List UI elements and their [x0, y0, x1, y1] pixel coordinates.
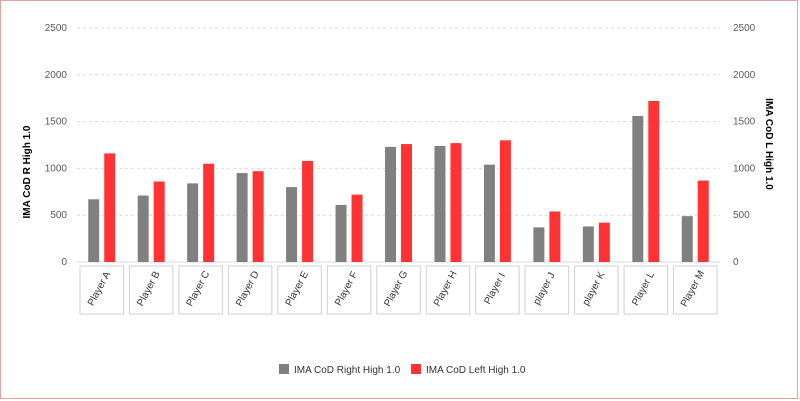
bar-left-high [104, 153, 116, 262]
bar-right-high [533, 227, 545, 262]
y-axis-left-ticks: 0 500 1000 1500 2000 2500 [45, 23, 68, 268]
y-left-tick-label: 500 [50, 210, 67, 221]
y-axis-left-title: IMA CoD R High 1.0 [22, 125, 33, 218]
bar-right-high [187, 183, 199, 262]
bar-right-high [335, 204, 347, 262]
y-axis-right-ticks: 0 500 1000 1500 2000 2500 [733, 23, 756, 268]
bar-left-high [252, 171, 264, 262]
y-axis-right-title: IMA CoD L High 1.0 [763, 98, 774, 190]
category-axis: Player A Player B Player C Player D Player E… [79, 265, 718, 315]
bar-left-high [351, 194, 363, 262]
bar-right-high [137, 195, 149, 262]
category-box [376, 265, 421, 315]
bar-left-high [401, 144, 412, 262]
bars [88, 101, 709, 263]
bar-left-high [549, 211, 561, 262]
bar-left-high [450, 143, 462, 262]
bar-left-high [153, 181, 165, 262]
category-box [475, 265, 520, 315]
bar-left-high [648, 101, 660, 263]
legend: IMA CoD Right High 1.0 IMA CoD Left High … [279, 364, 526, 376]
legend-swatch [279, 364, 289, 374]
bar-left-high [499, 140, 511, 262]
y-right-tick-label: 1000 [733, 163, 756, 174]
category-box [79, 265, 124, 315]
category-box [673, 265, 718, 315]
bar-right-high [385, 146, 396, 262]
bar-left-high [302, 160, 314, 262]
y-left-tick-label: 0 [61, 257, 67, 268]
category-box [128, 265, 174, 315]
legend-label: IMA CoD Right High 1.0 [294, 365, 401, 376]
gridlines [77, 27, 720, 263]
y-right-tick-label: 0 [733, 257, 739, 268]
category-box [326, 265, 372, 315]
y-right-tick-label: 500 [733, 210, 750, 221]
category-box [574, 265, 619, 315]
y-left-tick-label: 2000 [45, 70, 68, 81]
y-right-tick-label: 1500 [733, 117, 756, 128]
bar-right-high [681, 216, 693, 262]
legend-swatch [411, 364, 421, 374]
bar-right-high [434, 145, 446, 262]
bar-right-high [236, 173, 248, 262]
bar-left-high [203, 163, 215, 262]
bar-left-high [598, 222, 610, 262]
legend-label: IMA CoD Left High 1.0 [426, 365, 526, 376]
y-right-tick-label: 2000 [733, 70, 756, 81]
category-box [425, 265, 471, 315]
bar-right-high [632, 115, 644, 262]
bar-right-high [582, 226, 594, 262]
y-left-tick-label: 1000 [45, 163, 68, 174]
y-right-tick-label: 2500 [733, 23, 756, 34]
bar-left-high [697, 180, 709, 262]
category-box [227, 265, 273, 315]
bar-right-high [286, 187, 298, 262]
category-box [178, 265, 223, 315]
bar-right-high [88, 199, 100, 262]
category-box [277, 265, 322, 315]
category-box [524, 265, 570, 315]
y-left-tick-label: 1500 [45, 117, 68, 128]
category-box [623, 265, 669, 315]
y-left-tick-label: 2500 [45, 23, 68, 34]
bar-right-high [483, 164, 495, 262]
